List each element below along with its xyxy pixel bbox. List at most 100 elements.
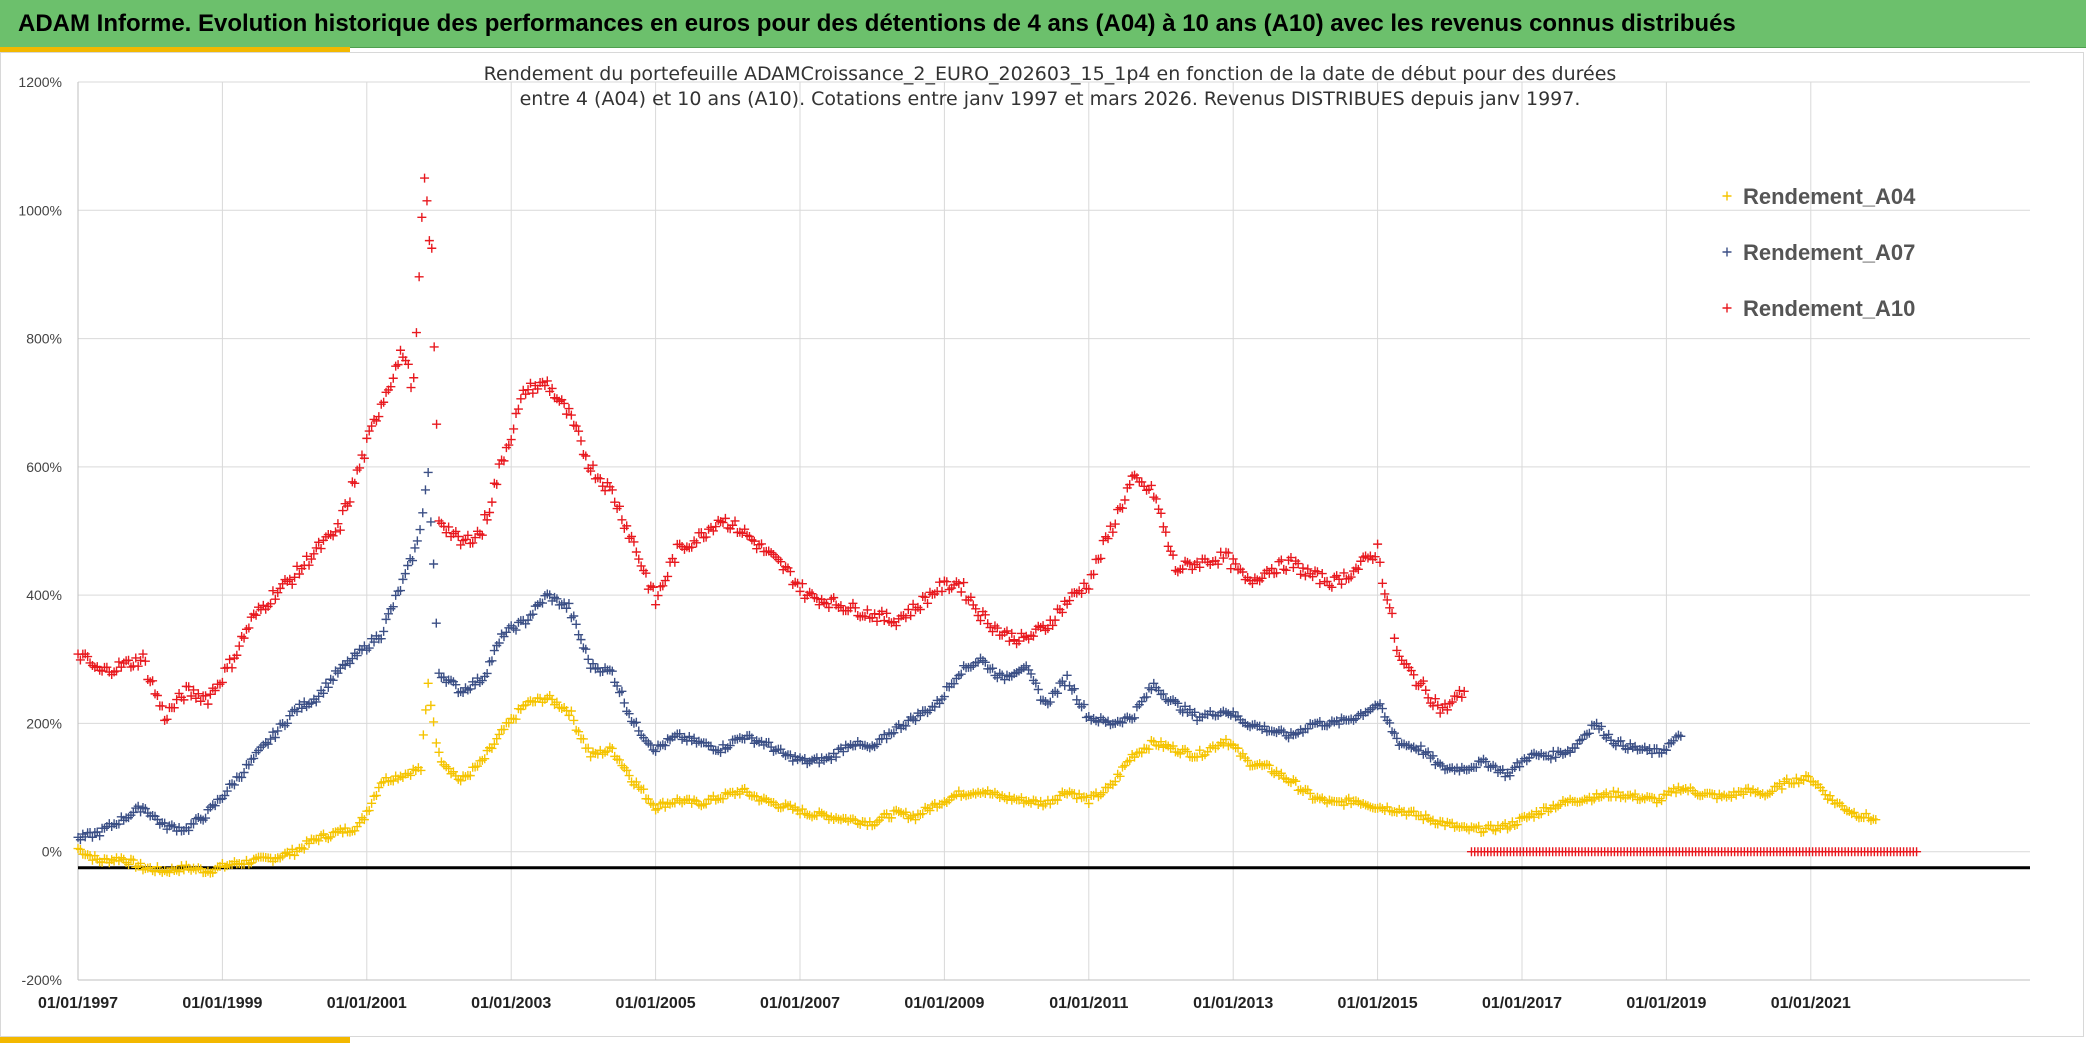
data-point: [1185, 705, 1195, 715]
data-point: [968, 600, 978, 610]
data-point: [528, 609, 538, 619]
data-point: [1228, 707, 1238, 717]
data-point: [1414, 746, 1424, 756]
data-point: [533, 600, 543, 610]
data-point: [294, 699, 304, 709]
data-point: [239, 633, 249, 643]
data-point: [1125, 755, 1135, 765]
data-point: [470, 533, 480, 543]
data-point: [1589, 794, 1599, 804]
chart-title: Rendement du portefeuille ADAMCroissance…: [370, 62, 1730, 112]
data-point: [215, 679, 225, 689]
y-tick-label: 800%: [26, 331, 62, 347]
data-point: [299, 697, 309, 707]
data-point: [1613, 787, 1623, 797]
data-point: [1151, 494, 1161, 504]
data-point: [850, 603, 860, 613]
data-point: [136, 858, 146, 868]
x-tick-label: 01/01/2011: [1049, 995, 1128, 1012]
data-point: [87, 832, 97, 842]
data-point: [403, 359, 413, 369]
data-point: [988, 663, 998, 673]
data-point: [1676, 731, 1686, 741]
data-point: [586, 466, 596, 476]
data-point: [1308, 572, 1318, 582]
data-point: [1048, 620, 1058, 630]
data-point: [421, 705, 431, 715]
data-point: [140, 656, 150, 666]
data-point: [338, 506, 348, 516]
data-point: [901, 807, 911, 817]
data-point: [1016, 793, 1026, 803]
data-point: [581, 644, 591, 654]
data-point: [829, 593, 839, 603]
legend: Rendement_A04 Rendement_A07 Rendement_A10: [1722, 184, 1916, 321]
data-point: [326, 674, 336, 684]
x-tick-label: 01/01/2003: [471, 995, 551, 1012]
data-point: [1192, 752, 1202, 762]
data-point: [451, 680, 461, 690]
data-point: [1481, 757, 1491, 767]
data-point: [660, 576, 670, 586]
data-point: [470, 762, 480, 772]
data-point: [302, 551, 312, 561]
data-point: [785, 567, 795, 577]
data-point: [1291, 776, 1301, 786]
data-point: [978, 787, 988, 797]
data-point: [193, 689, 203, 699]
data-point: [1149, 492, 1159, 502]
data-point: [395, 586, 405, 596]
data-point: [1156, 737, 1166, 747]
data-point: [1221, 735, 1231, 745]
data-point: [1312, 567, 1322, 577]
data-point: [388, 373, 398, 383]
data-point: [406, 383, 416, 393]
data-point: [809, 593, 819, 603]
data-point: [576, 436, 586, 446]
data-point: [133, 801, 143, 811]
data-point: [463, 530, 473, 540]
data-point: [258, 600, 268, 610]
data-point: [1045, 697, 1055, 707]
data-point: [381, 387, 391, 397]
data-point: [1240, 575, 1250, 585]
data-point: [776, 744, 786, 754]
data-point: [244, 623, 254, 633]
data-point: [473, 761, 483, 771]
data-point: [426, 517, 436, 527]
data-point: [1168, 550, 1178, 560]
data-point: [569, 611, 579, 621]
data-point: [720, 513, 730, 523]
data-point: [776, 557, 786, 567]
data-point: [1072, 695, 1082, 705]
data-point: [631, 777, 641, 787]
data-point: [128, 855, 138, 865]
data-point: [1024, 797, 1034, 807]
data-point: [1344, 793, 1354, 803]
data-point: [658, 581, 668, 591]
data-point: [465, 771, 475, 781]
data-point: [420, 173, 430, 183]
data-point: [220, 791, 230, 801]
data-point: [374, 412, 384, 422]
data-point: [347, 477, 357, 487]
data-point: [251, 853, 261, 863]
data-point: [836, 601, 846, 611]
data-point: [1382, 595, 1392, 605]
data-point: [646, 798, 656, 808]
data-point: [1065, 787, 1075, 797]
data-point: [1110, 776, 1120, 786]
data-point: [1652, 798, 1662, 808]
x-tick-label: 01/01/2015: [1338, 995, 1418, 1012]
data-point: [1452, 691, 1462, 701]
data-point: [1093, 554, 1103, 564]
data-point: [1430, 694, 1440, 704]
data-point: [1529, 812, 1539, 822]
data-point: [174, 867, 184, 877]
data-point: [1399, 739, 1409, 749]
data-point: [1067, 685, 1077, 695]
data-point: [713, 515, 723, 525]
data-point: [251, 748, 261, 758]
data-point: [1457, 692, 1467, 702]
data-point: [949, 679, 959, 689]
